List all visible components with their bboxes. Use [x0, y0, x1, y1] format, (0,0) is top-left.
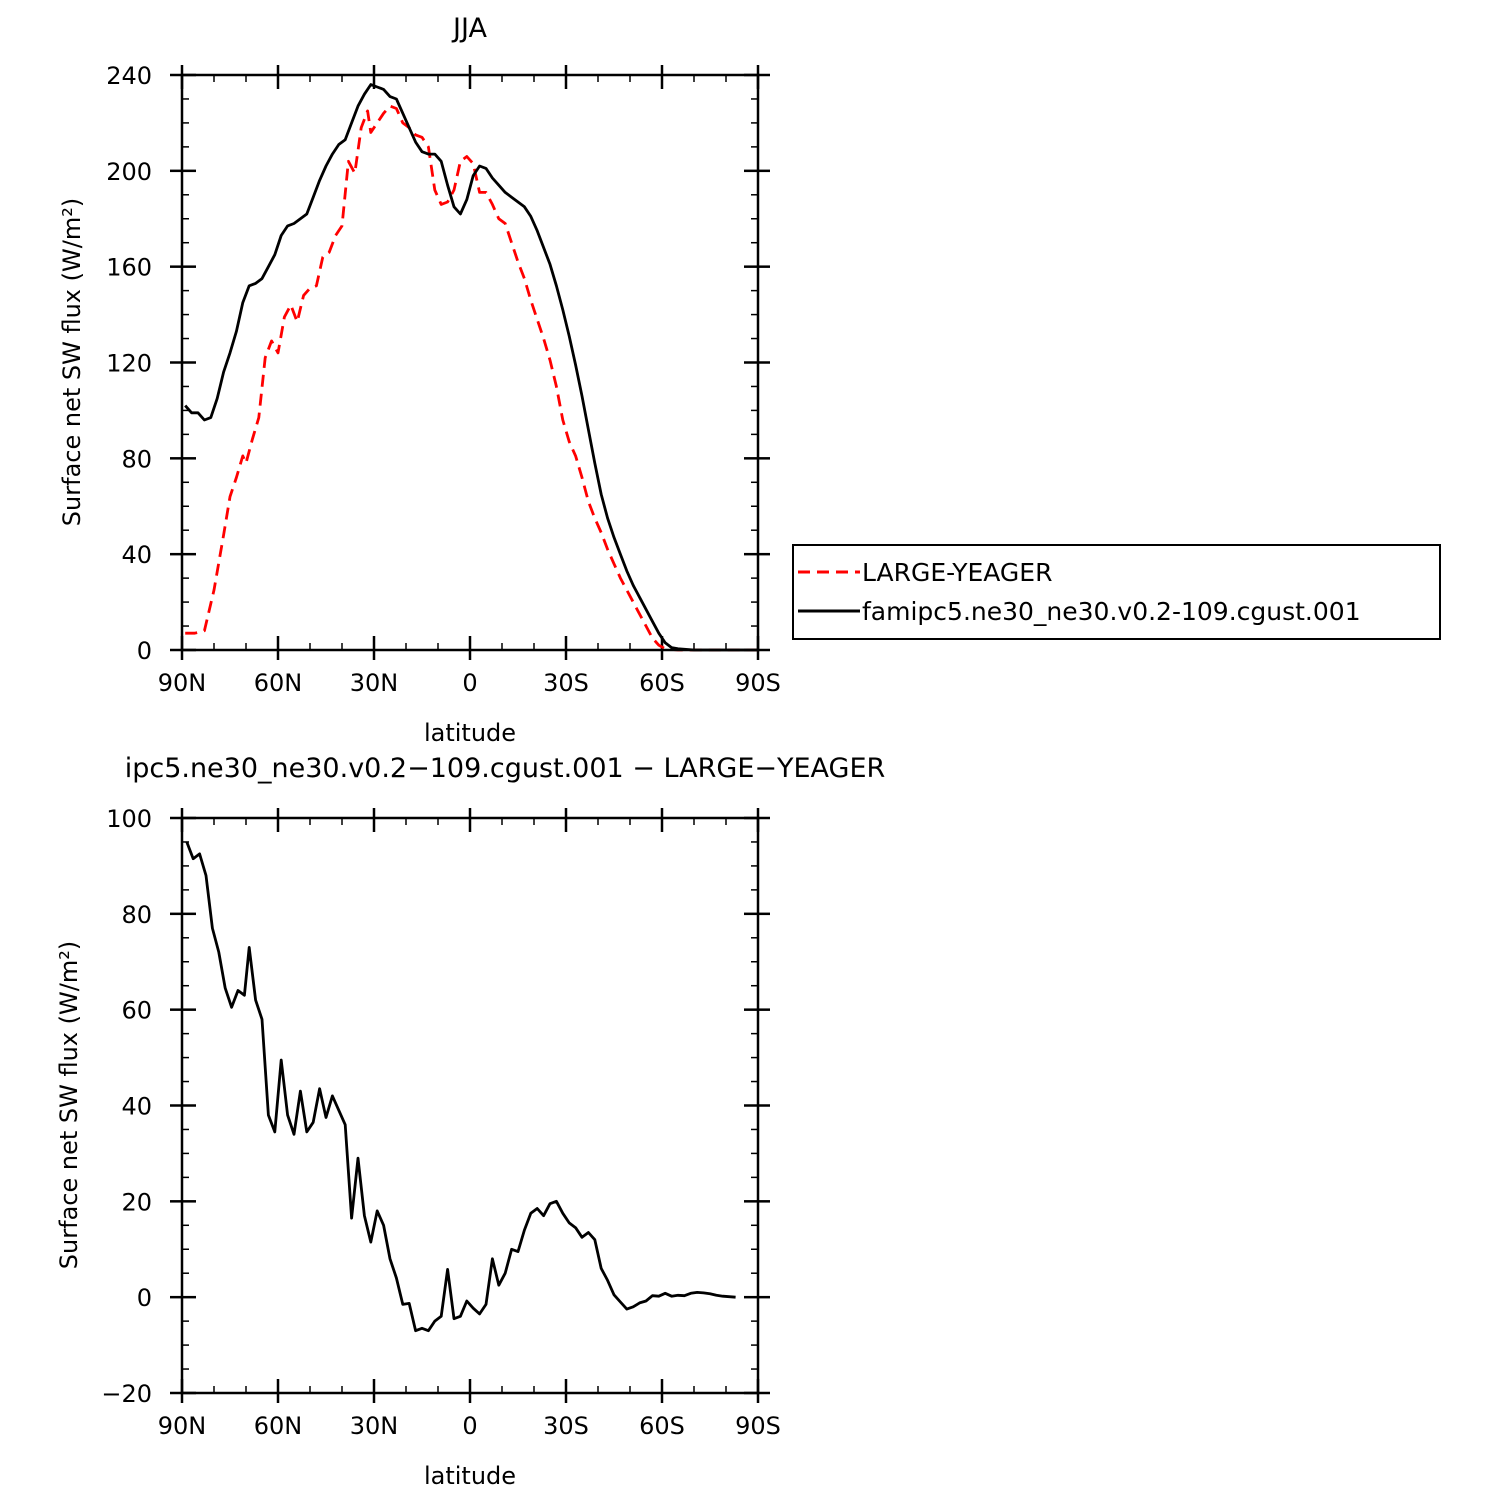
bottom-y-tick-label: 60: [121, 997, 152, 1025]
bottom-y-tick-label: 20: [121, 1188, 152, 1216]
top-y-axis-label: Surface net SW flux (W/m²): [58, 198, 86, 526]
bottom-x-tick-label: 30S: [543, 1412, 589, 1440]
legend-label-model: famipc5.ne30_ne30.v0.2-109.cgust.001: [862, 597, 1361, 626]
legend-box: [792, 544, 1441, 640]
top-y-tick-label: 160: [106, 254, 152, 282]
bottom-chart-title: ipc5.ne30_ne30.v0.2−109.cgust.001 − LARG…: [125, 753, 886, 784]
bottom-y-tick-label: 40: [121, 1093, 152, 1121]
top-series-group: [184, 83, 758, 652]
bottom-plot-frame: [180, 816, 760, 1395]
top-plot-frame: [180, 73, 760, 652]
top-chart-title: JJA: [451, 13, 487, 44]
bottom-series-group: [185, 841, 736, 1333]
bottom-x-tick-label: 60S: [639, 1412, 685, 1440]
top-x-tick-label: 30N: [350, 669, 399, 697]
top-x-tick-label: 30S: [543, 669, 589, 697]
top-panel: JJA 90N 60N 30N 0 30S 60S 90S 0 40 80 120 160 200 240…: [58, 13, 781, 747]
bottom-x-tick-label: 0: [462, 1412, 477, 1440]
bottom-panel: ipc5.ne30_ne30.v0.2−109.cgust.001 − LARG…: [55, 753, 885, 1490]
bottom-x-axis-label: latitude: [424, 1462, 516, 1490]
top-x-tick-label: 60S: [639, 669, 685, 697]
top-axes: 90N 60N 30N 0 30S 60S 90S 0 40 80 120 160 200 240: [106, 62, 781, 697]
top-x-tick-label: 60N: [254, 669, 303, 697]
top-y-tick-label: 120: [106, 350, 152, 378]
legend: LARGE-YEAGER famipc5.ne30_ne30.v0.2-109.…: [792, 544, 1441, 640]
bottom-axes: 90N 60N 30N 0 30S 60S 90S −20 0 20 40 60 80 100: [101, 805, 781, 1440]
top-series-line-1: [184, 83, 758, 652]
top-y-tick-label: 240: [106, 62, 152, 90]
bottom-x-tick-label: 90N: [158, 1412, 207, 1440]
bottom-y-tick-label: 0: [137, 1284, 152, 1312]
top-y-tick-label: 200: [106, 158, 152, 186]
top-x-tick-label: 90S: [735, 669, 781, 697]
top-x-axis-label: latitude: [424, 719, 516, 747]
top-x-tick-label: 90N: [158, 669, 207, 697]
bottom-x-tick-label: 60N: [254, 1412, 303, 1440]
top-series-line-0: [185, 104, 758, 652]
bottom-x-tick-label: 30N: [350, 1412, 399, 1440]
bottom-series-line-0: [185, 841, 736, 1333]
bottom-y-tick-label: 80: [121, 901, 152, 929]
top-x-tick-label: 0: [462, 669, 477, 697]
bottom-x-tick-label: 90S: [735, 1412, 781, 1440]
bottom-y-tick-label: −20: [101, 1380, 152, 1408]
bottom-y-tick-label: 100: [106, 805, 152, 833]
top-y-tick-label: 0: [137, 637, 152, 665]
top-y-tick-label: 80: [121, 445, 152, 473]
top-y-tick-label: 40: [121, 541, 152, 569]
bottom-y-axis-label: Surface net SW flux (W/m²): [55, 941, 83, 1269]
legend-label-large-yeager: LARGE-YEAGER: [862, 558, 1052, 587]
